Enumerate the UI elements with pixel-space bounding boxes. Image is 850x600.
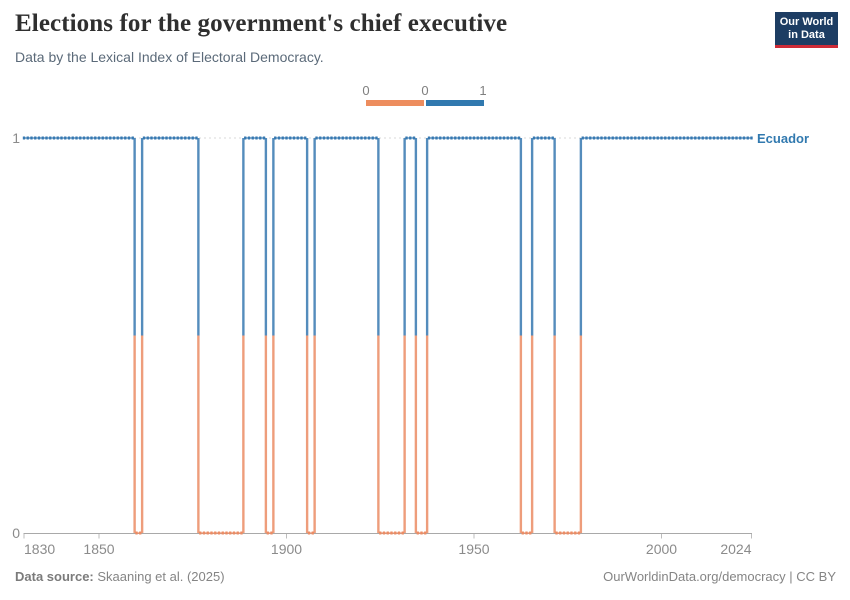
page-title: Elections for the government's chief exe… xyxy=(15,10,508,37)
footer-source: Data source: Skaaning et al. (2025) xyxy=(15,569,225,584)
chart-subtitle: Data by the Lexical Index of Electoral D… xyxy=(15,49,324,65)
x-tick-label-1850: 1850 xyxy=(83,541,115,557)
x-tick-label-2024: 2024 xyxy=(720,541,752,557)
legend-label-min: 0 xyxy=(362,83,370,98)
owid-logo[interactable]: Our World in Data xyxy=(775,12,838,48)
legend-label-mid: 0 xyxy=(421,83,429,98)
y-axis-label-0: 0 xyxy=(12,525,20,541)
y-axis-label-1: 1 xyxy=(12,130,20,146)
footer-link[interactable]: OurWorldinData.org/democracy | CC BY xyxy=(603,569,836,584)
x-tick-label-1900: 1900 xyxy=(270,541,303,557)
legend-label-max: 1 xyxy=(479,83,487,98)
legend-swatch-0 xyxy=(366,100,424,106)
footer-source-label: Data source: xyxy=(15,569,94,584)
footer-source-value: Skaaning et al. (2025) xyxy=(93,569,225,584)
legend-swatch-1 xyxy=(425,100,484,106)
x-tick-label-1950: 1950 xyxy=(458,541,490,557)
x-tick-label-1830: 1830 xyxy=(24,541,56,557)
x-tick-label-2000: 2000 xyxy=(645,541,678,557)
entity-label: Ecuador xyxy=(757,131,810,146)
owid-logo-text: Our World in Data xyxy=(779,15,834,41)
